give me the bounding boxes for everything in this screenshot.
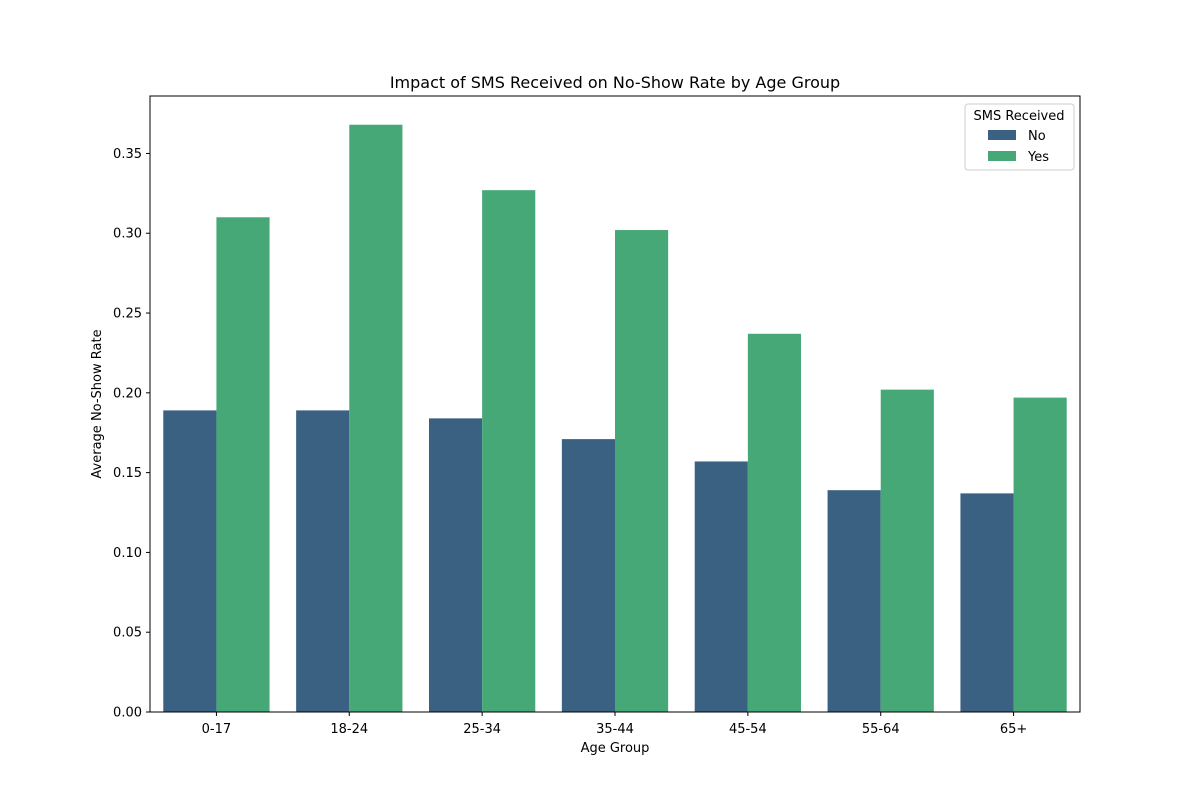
bar-yes-45-54 bbox=[747, 333, 801, 712]
legend-swatch-no bbox=[988, 130, 1016, 140]
y-axis: 0.00 0.05 0.10 0.15 0.20 0.25 0.30 0.35 bbox=[113, 147, 150, 721]
legend-title: SMS Received bbox=[974, 109, 1065, 124]
bar-yes-18-24 bbox=[349, 124, 403, 713]
x-tick-label: 18-24 bbox=[330, 722, 368, 737]
legend: SMS Received No Yes bbox=[964, 103, 1075, 171]
y-tick-label: 0.05 bbox=[113, 626, 142, 641]
bar-no-65+ bbox=[960, 493, 1014, 712]
bar-no-18-24 bbox=[296, 410, 350, 712]
chart-title: Impact of SMS Received on No-Show Rate b… bbox=[390, 73, 840, 92]
y-tick-label: 0.00 bbox=[113, 706, 142, 721]
y-tick-label: 0.35 bbox=[113, 147, 142, 162]
bars-layer bbox=[163, 124, 1067, 713]
x-tick-label: 35-44 bbox=[596, 722, 634, 737]
y-tick-label: 0.10 bbox=[113, 546, 142, 561]
bar-no-25-34 bbox=[429, 418, 483, 712]
y-axis-label: Average No-Show Rate bbox=[90, 329, 105, 478]
x-tick-label: 0-17 bbox=[202, 722, 232, 737]
y-tick-label: 0.25 bbox=[113, 307, 142, 322]
legend-label-no: No bbox=[1028, 129, 1046, 144]
bar-yes-35-44 bbox=[615, 230, 669, 713]
bar-no-35-44 bbox=[561, 439, 615, 712]
y-tick-label: 0.15 bbox=[113, 466, 142, 481]
x-tick-label: 25-34 bbox=[463, 722, 501, 737]
bar-yes-0-17 bbox=[216, 217, 270, 712]
x-tick-label: 55-64 bbox=[862, 722, 900, 737]
bar-no-0-17 bbox=[163, 410, 217, 712]
plot-area-frame bbox=[149, 95, 1081, 713]
y-tick-label: 0.20 bbox=[113, 386, 142, 401]
bar-no-45-54 bbox=[694, 461, 748, 712]
bar-yes-65+ bbox=[1013, 397, 1067, 712]
legend-swatch-yes bbox=[988, 151, 1016, 161]
bar-yes-55-64 bbox=[880, 389, 934, 712]
x-tick-label: 45-54 bbox=[729, 722, 767, 737]
bar-yes-25-34 bbox=[482, 190, 536, 712]
x-axis: 0-17 18-24 25-34 35-44 45-54 55-64 65+ bbox=[202, 712, 1027, 737]
legend-label-yes: Yes bbox=[1027, 150, 1049, 165]
x-axis-label: Age Group bbox=[581, 741, 650, 756]
y-tick-label: 0.30 bbox=[113, 227, 142, 242]
x-tick-label: 65+ bbox=[1000, 722, 1027, 737]
bar-no-55-64 bbox=[827, 490, 881, 712]
